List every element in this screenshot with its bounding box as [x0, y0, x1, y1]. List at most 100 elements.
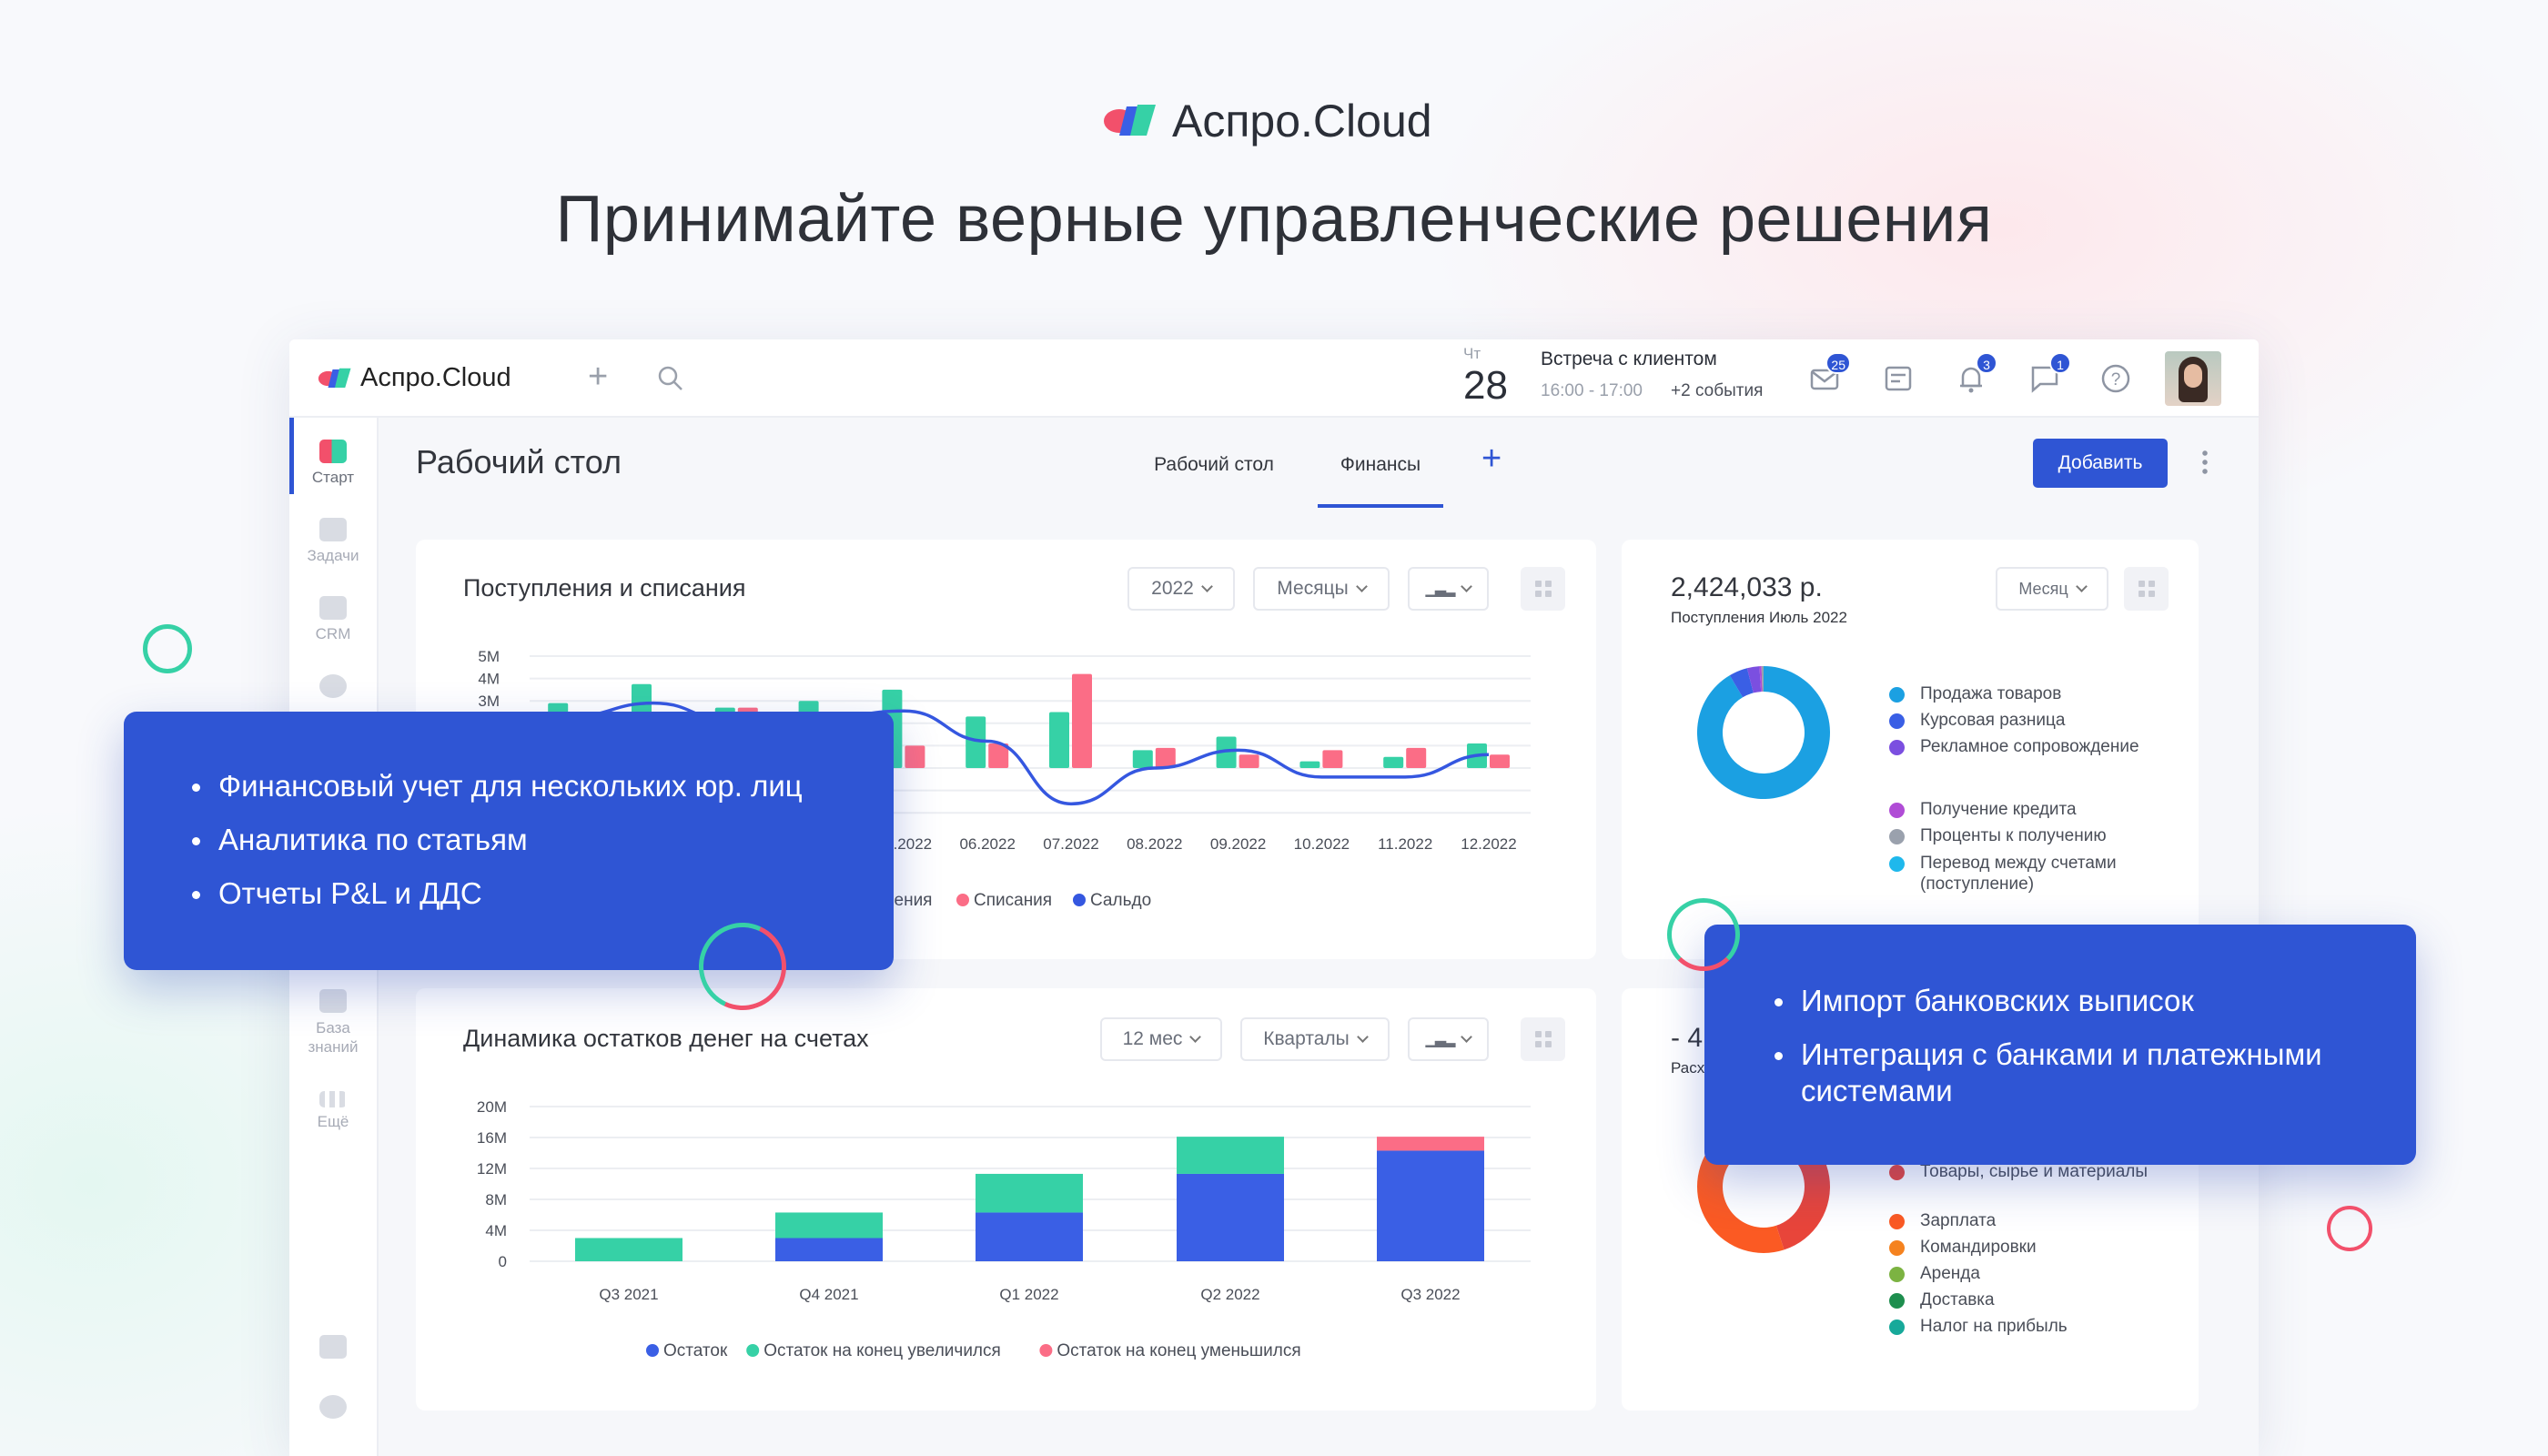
x-tick-label: 09.2022: [1210, 835, 1266, 853]
legend-label: Командировки: [1920, 1238, 2037, 1257]
legend-label: Доставка: [1920, 1290, 1995, 1309]
period-dropdown[interactable]: Кварталы: [1240, 1017, 1390, 1061]
legend-label: Остаток: [663, 1341, 728, 1360]
tab-desktop[interactable]: Рабочий стол: [1154, 454, 1274, 475]
notes-button[interactable]: [1883, 363, 1914, 394]
event-title[interactable]: Встреча с клиентом: [1541, 349, 1717, 369]
notes-icon: [1885, 366, 1912, 391]
balance-dynamics-card: Динамика остатков денег на счетах 12 мес…: [416, 988, 1596, 1410]
stacked-bar-segment: [1177, 1173, 1284, 1261]
legend-item[interactable]: Проценты к получению: [1889, 825, 2166, 846]
y-tick-label: 0: [499, 1253, 507, 1270]
knowledge-base-icon: [319, 989, 347, 1013]
range-dropdown[interactable]: 12 мес: [1100, 1017, 1222, 1061]
legend-dot: [646, 1344, 659, 1357]
income-amount: 2,424,033 р.: [1671, 572, 1823, 602]
legend-label: Курсовая разница: [1920, 711, 2066, 730]
stacked-bar-segment: [976, 1173, 1083, 1213]
aspro-logo-icon: [318, 368, 351, 388]
legend-item[interactable]: Рекламное сопровождение: [1889, 736, 2166, 757]
mail-button[interactable]: 25: [1809, 352, 1851, 394]
month-dropdown[interactable]: Месяц: [1996, 567, 2108, 611]
aspro-logo-icon: [1104, 105, 1156, 136]
legend-item[interactable]: Командировки: [1889, 1237, 2166, 1258]
sidebar-item-crm[interactable]: CRM: [289, 596, 377, 643]
legend-item[interactable]: Доставка: [1889, 1289, 2166, 1310]
card-title: Поступления и списания: [463, 574, 746, 602]
heart-icon: [319, 440, 347, 463]
hero-logo: Аспро.Cloud: [1101, 95, 1432, 147]
create-plus-icon[interactable]: +: [588, 358, 609, 396]
active-tab-underline: [1318, 504, 1443, 508]
search-icon[interactable]: [657, 365, 684, 392]
income-donut-chart: [1697, 666, 1830, 799]
sidebar-item-label: CRM: [315, 625, 351, 642]
card-title: Динамика остатков денег на счетах: [463, 1025, 869, 1052]
sidebar-item-start[interactable]: Старт: [289, 440, 377, 487]
legend-item[interactable]: Курсовая разница: [1889, 710, 2166, 731]
hero-title: Принимайте верные управленческие решения: [555, 183, 1993, 256]
module-icon: [319, 674, 347, 698]
notifications-button[interactable]: 3: [1956, 352, 1997, 394]
active-indicator: [289, 418, 294, 494]
period-dropdown[interactable]: Месяцы: [1253, 567, 1390, 611]
income-bar: [1132, 750, 1153, 768]
legend-label: Остаток на конец увеличился: [763, 1341, 1001, 1360]
tasks-icon: [319, 518, 347, 541]
event-more-link[interactable]: +2 события: [1671, 381, 1764, 400]
legend-dot: [1889, 1293, 1905, 1309]
chart-type-dropdown[interactable]: ▁▃▂: [1408, 567, 1489, 611]
legend-item[interactable]: Товары, сырье и материалы: [1889, 1161, 2166, 1182]
help-button[interactable]: ?: [2100, 363, 2131, 394]
legend-item[interactable]: Зарплата: [1889, 1210, 2166, 1231]
year-dropdown[interactable]: 2022: [1127, 567, 1235, 611]
messages-button[interactable]: 1: [2029, 352, 2071, 394]
messages-badge: 1: [2049, 352, 2071, 374]
dropdown-value: Месяцы: [1277, 578, 1349, 599]
user-avatar[interactable]: [2165, 351, 2221, 406]
legend-label: Товары, сырье и материалы: [1920, 1162, 2149, 1181]
legend-label: Зарплата: [1920, 1211, 1997, 1230]
sidebar-settings-item[interactable]: [289, 1395, 377, 1424]
sidebar-item-more[interactable]: Ещё: [289, 1091, 377, 1131]
legend-label: Остаток на конец уменьшился: [1057, 1341, 1300, 1360]
stacked-bar-segment: [575, 1238, 682, 1261]
drag-handle-button[interactable]: [1521, 1017, 1565, 1061]
legend-dot: [746, 1344, 760, 1357]
sidebar-item-module[interactable]: [289, 674, 377, 703]
legend-item[interactable]: Налог на прибыль: [1889, 1316, 2166, 1337]
y-tick-label: 3M: [478, 693, 500, 710]
legend-item[interactable]: Перевод между счетами (поступление): [1889, 853, 2166, 895]
income-bar: [966, 716, 986, 768]
legend-label: Аренда: [1920, 1264, 1980, 1283]
sidebar-item-label: База знаний: [308, 1019, 359, 1056]
x-tick-label: 12.2022: [1461, 835, 1516, 853]
legend-label: Получение кредита: [1920, 800, 2077, 819]
legend-item[interactable]: Получение кредита: [1889, 799, 2166, 820]
chart-type-dropdown[interactable]: ▁▃▂: [1408, 1017, 1489, 1061]
legend-item[interactable]: Продажа товаров: [1889, 683, 2166, 704]
bell-icon: [1960, 367, 1982, 393]
income-subtitle: Поступления Июль 2022: [1671, 609, 1847, 626]
add-tab-plus-icon[interactable]: +: [1481, 440, 1502, 478]
legend-label: Списания: [974, 891, 1052, 910]
feature-callout-right: Импорт банковских выписок Интеграция с б…: [1704, 925, 2416, 1165]
sidebar-item-tasks[interactable]: Задачи: [289, 518, 377, 565]
sidebar-item-label: Ещё: [317, 1113, 349, 1130]
drag-handle-button[interactable]: [2124, 567, 2169, 611]
kebab-menu-icon[interactable]: [2202, 449, 2208, 476]
sidebar-item-label: Задачи: [307, 547, 359, 564]
sidebar-item-knowledge-base[interactable]: База знаний: [289, 989, 377, 1057]
add-button[interactable]: Добавить: [2033, 439, 2168, 488]
app-logo[interactable]: Аспро.Cloud: [317, 363, 511, 393]
legend-dot: [1889, 829, 1905, 844]
stacked-bar-segment: [775, 1238, 883, 1261]
calendar-weekday: Чт: [1463, 345, 1481, 362]
legend-item[interactable]: Аренда: [1889, 1263, 2166, 1284]
x-tick-label: Q3 2022: [1400, 1286, 1460, 1303]
expense-subtitle: Расх: [1671, 1059, 1705, 1077]
tab-finance[interactable]: Финансы: [1340, 454, 1421, 475]
sidebar-bottom-item[interactable]: [289, 1335, 377, 1364]
drag-handle-button[interactable]: [1521, 567, 1565, 611]
calendar-day[interactable]: 28: [1463, 363, 1508, 408]
